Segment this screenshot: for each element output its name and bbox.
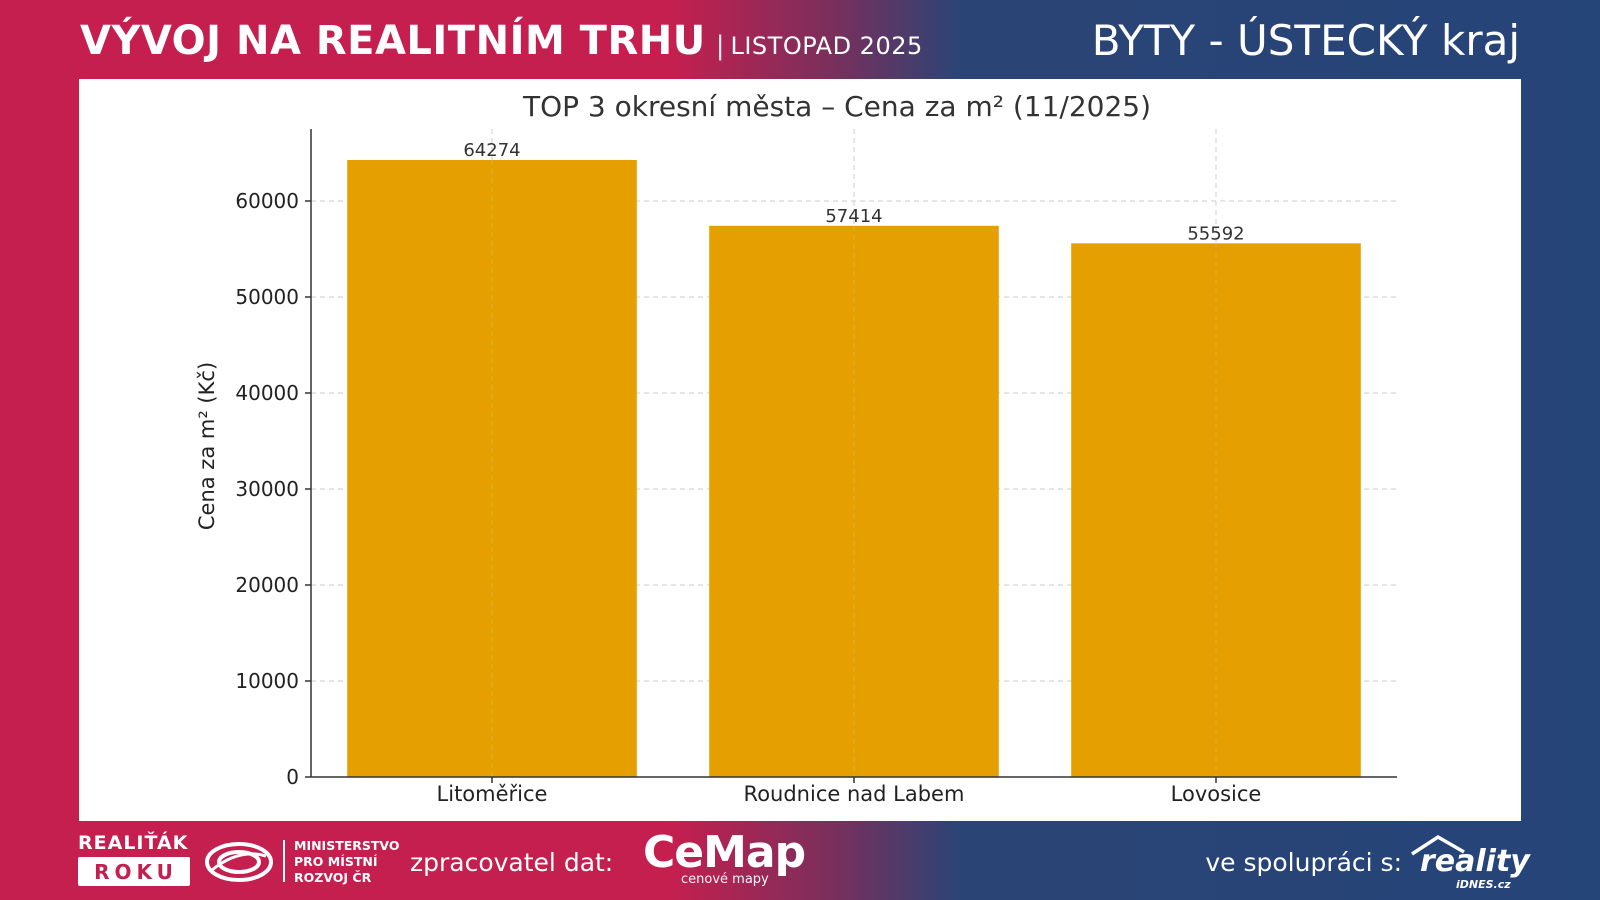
bars xyxy=(347,160,1361,777)
ministry-line-3: ROZVOJ ČR xyxy=(294,870,400,886)
y-tick-label: 50000 xyxy=(235,285,299,309)
y-axis-label: Cena za m² (Kč) xyxy=(195,362,219,530)
data-processor-label: zpracovatel dat: xyxy=(410,848,613,877)
ministry-line-1: MINISTERSTVO xyxy=(294,838,400,854)
header-separator: | xyxy=(716,31,725,61)
reality-subtitle: iDNES.cz xyxy=(1456,878,1511,891)
y-tick-label: 60000 xyxy=(235,189,299,213)
chart-title: TOP 3 okresní města – Cena za m² (11/202… xyxy=(522,90,1151,123)
x-tick-label: Litoměřice xyxy=(437,782,548,806)
y-tick-label: 30000 xyxy=(235,477,299,501)
realitak-roku-logo: REALIŤÁK ROKU xyxy=(78,832,194,886)
chart-panel: TOP 3 okresní města – Cena za m² (11/202… xyxy=(79,79,1521,821)
header-region: BYTY - ÚSTECKÝ kraj xyxy=(1092,16,1520,65)
realitak-bottom-text: ROKU xyxy=(78,857,190,886)
footer: REALIŤÁK ROKU MINISTERSTVO PRO MÍSTNÍ RO… xyxy=(0,822,1600,900)
bar-chart: TOP 3 okresní města – Cena za m² (11/202… xyxy=(79,79,1521,821)
header-left: VÝVOJ NA REALITNÍM TRHU | LISTOPAD 2025 xyxy=(80,18,923,64)
bar-value-label: 55592 xyxy=(1187,223,1244,244)
bar-value-label: 64274 xyxy=(463,140,520,161)
ministry-emblem-icon xyxy=(204,840,274,884)
collaboration-label: ve spolupráci s: xyxy=(1205,848,1402,877)
cemap-name: CeMap xyxy=(643,830,813,876)
cemap-logo: CeMap cenové mapy xyxy=(643,830,813,887)
reality-name: reality xyxy=(1420,844,1530,879)
ministry-logo-text: MINISTERSTVO PRO MÍSTNÍ ROZVOJ ČR xyxy=(294,838,400,886)
y-tick-label: 10000 xyxy=(235,669,299,693)
x-tick-label: Roudnice nad Labem xyxy=(744,782,965,806)
y-tick-label: 40000 xyxy=(235,381,299,405)
bar-value-label: 57414 xyxy=(825,206,882,227)
y-tick-label: 20000 xyxy=(235,573,299,597)
cemap-subtitle: cenové mapy xyxy=(681,872,813,887)
header-title: VÝVOJ NA REALITNÍM TRHU xyxy=(80,18,706,64)
y-tick-label: 0 xyxy=(286,765,299,789)
ministry-line-2: PRO MÍSTNÍ xyxy=(294,854,400,870)
realitak-top-text: REALIŤÁK xyxy=(78,832,194,854)
x-tick-label: Lovosice xyxy=(1171,782,1262,806)
header-date: LISTOPAD 2025 xyxy=(730,32,922,60)
reality-idnes-logo: reality iDNES.cz xyxy=(1408,834,1528,890)
ministry-divider xyxy=(283,840,285,882)
